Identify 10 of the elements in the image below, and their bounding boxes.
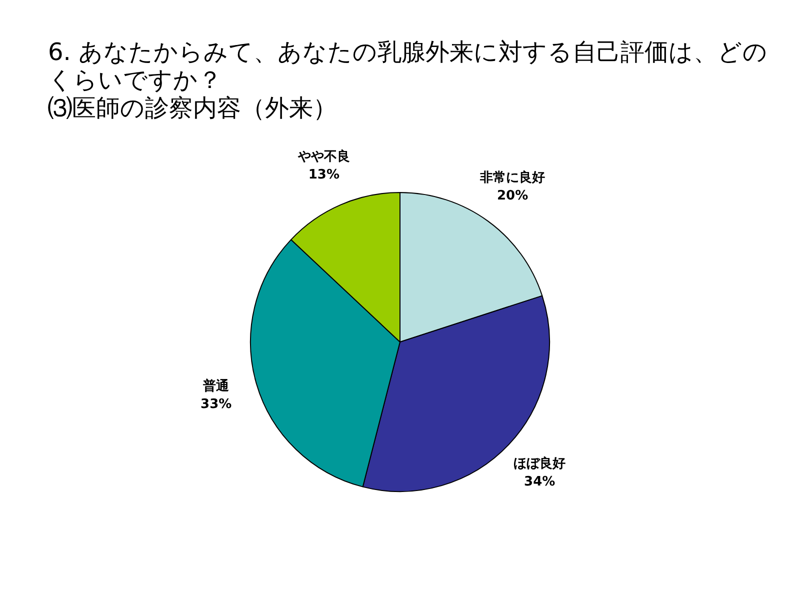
slice-label: 普通 [202, 378, 230, 394]
slice-label: 非常に良好 [479, 169, 546, 186]
data-label: 33% [200, 396, 232, 412]
slice-label: やや不良 [296, 148, 350, 165]
slice-label: ほぼ良好 [514, 455, 566, 472]
data-label: 20% [497, 188, 528, 204]
data-label: 34% [524, 474, 556, 490]
data-label: 13% [308, 168, 340, 183]
chart-title: 6. あなたからみて、あなたの乳腺外来に対する自己評価は、どのくらいですか？ [48, 38, 769, 94]
chart-subtitle: ⑶医師の診察内容（外来） [48, 94, 338, 122]
